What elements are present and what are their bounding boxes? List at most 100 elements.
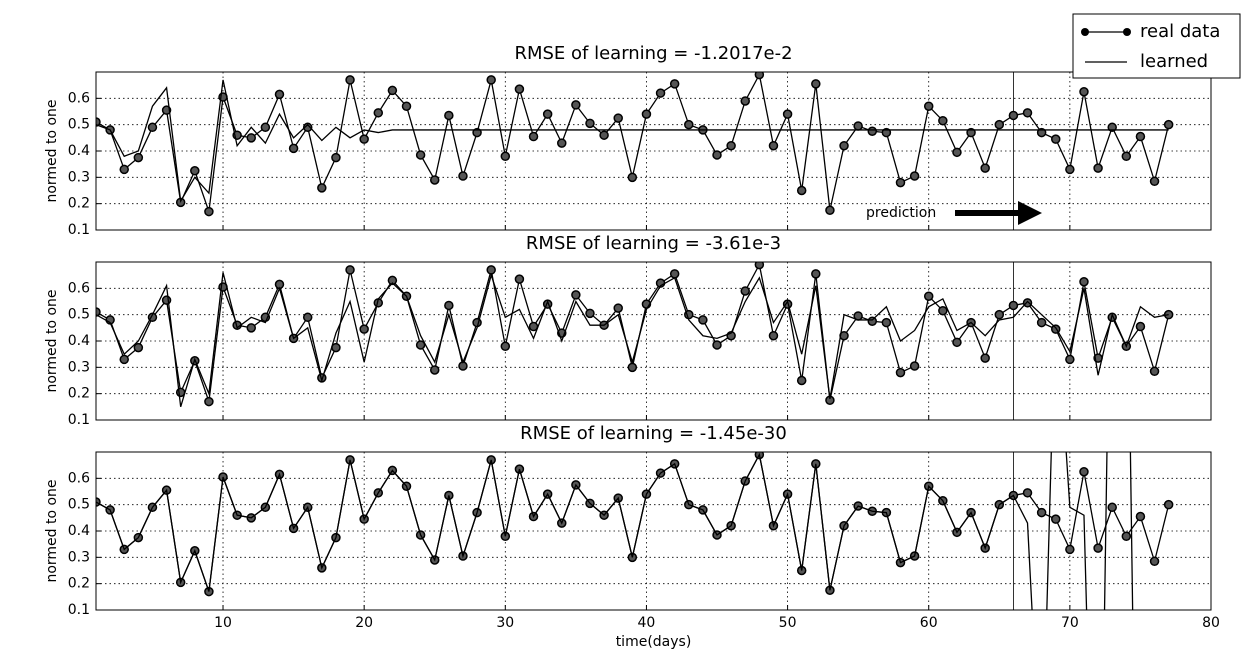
data-point [994,119,1005,130]
data-point [768,330,779,341]
y-tick-label: 0.4 [68,333,90,349]
data-point [684,119,694,130]
plot-frame [95,261,1212,421]
data-point [302,122,313,133]
data-point [1107,502,1117,513]
data-point [867,126,878,136]
data-point [585,308,595,319]
data-point [881,317,892,328]
data-point [1079,277,1089,287]
data-point [1135,511,1146,522]
y-tick-label: 0.3 [68,169,90,185]
panel: 0.1 0.2 0.3 0.4 0.5 0.6 RMSE of learning = -3.… [44,233,1212,428]
data-point [260,122,271,133]
x-tick-label: 70 [1061,615,1079,631]
data-point [641,109,652,119]
y-tick-label: 0.3 [68,549,90,565]
data-point [359,134,369,144]
data-point [1065,354,1075,365]
data-point [895,367,906,378]
data-point [96,117,101,127]
data-point [1065,544,1075,555]
y-tick-label: 0.4 [68,143,90,159]
chart-title: RMSE of learning = -1.45e-30 [520,423,787,444]
data-point [415,340,426,350]
data-point [811,269,821,279]
data-point [317,183,327,193]
data-point [782,109,793,119]
data-point [712,340,722,350]
data-point [119,354,129,365]
x-tick-label: 80 [1202,615,1220,631]
data-point [458,171,468,181]
data-point [1149,176,1160,187]
data-point [585,118,595,129]
data-point [1079,467,1089,477]
data-point [246,133,257,143]
x-tick-label: 50 [779,615,797,631]
y-axis-label: normed to one [44,99,60,202]
y-tick-label: 0.5 [68,117,90,133]
y-tick-label: 0.5 [68,307,90,323]
data-point [1050,134,1061,144]
data-point [415,150,426,160]
data-point [246,323,257,333]
data-point [1022,488,1033,498]
data-point [839,140,849,151]
data-point [387,85,398,96]
y-tick-label: 0.6 [68,470,90,486]
data-point [1121,151,1132,162]
data-point [1093,163,1103,173]
data-point [1065,164,1075,175]
data-point [274,89,285,100]
data-point [1079,87,1089,97]
legend: real data learned [1072,13,1241,79]
data-point [345,265,355,275]
data-point [557,138,567,148]
x-tick-label: 30 [496,615,514,631]
data-point [853,121,863,131]
data-point [655,88,666,98]
series-group [96,452,1174,610]
panel: 0.1 0.2 0.3 0.4 0.5 0.6 10 20 30 40 50 60 70 80 RMSE o… [44,423,1220,650]
data-point [571,100,581,110]
data-point [994,309,1005,320]
data-point [599,130,609,140]
data-point [444,300,454,311]
data-point [627,172,638,183]
y-tick-label: 0.1 [68,222,90,238]
data-point [373,108,384,118]
x-tick-label: 40 [638,615,656,631]
legend-label: real data [1140,21,1220,42]
data-point [980,353,990,363]
data-point [782,299,793,309]
data-point [204,206,214,217]
data-point [96,307,101,317]
y-tick-label: 0.5 [68,497,90,513]
legend-label: learned [1140,51,1208,72]
data-point [500,341,511,352]
data-point [514,84,525,94]
data-point [359,324,369,334]
chart-title: RMSE of learning = -1.2017e-2 [514,43,792,64]
data-point [712,150,722,160]
data-point [542,109,553,119]
data-point [514,274,525,284]
data-point [867,316,878,326]
data-point [796,375,807,386]
y-tick-label: 0.1 [68,602,90,618]
data-point [486,265,496,275]
data-point [627,362,638,373]
legend-marker [1123,28,1131,36]
legend-box [1072,13,1241,79]
data-point [1149,366,1160,377]
y-tick-label: 0.2 [68,196,90,212]
data-point [1036,507,1047,518]
data-point [613,113,623,123]
data-point [613,303,623,313]
data-point [1050,514,1061,524]
x-tick-label: 60 [920,615,938,631]
y-tick-label: 0.1 [68,412,90,428]
series-line [96,452,1134,610]
data-point [133,342,144,353]
